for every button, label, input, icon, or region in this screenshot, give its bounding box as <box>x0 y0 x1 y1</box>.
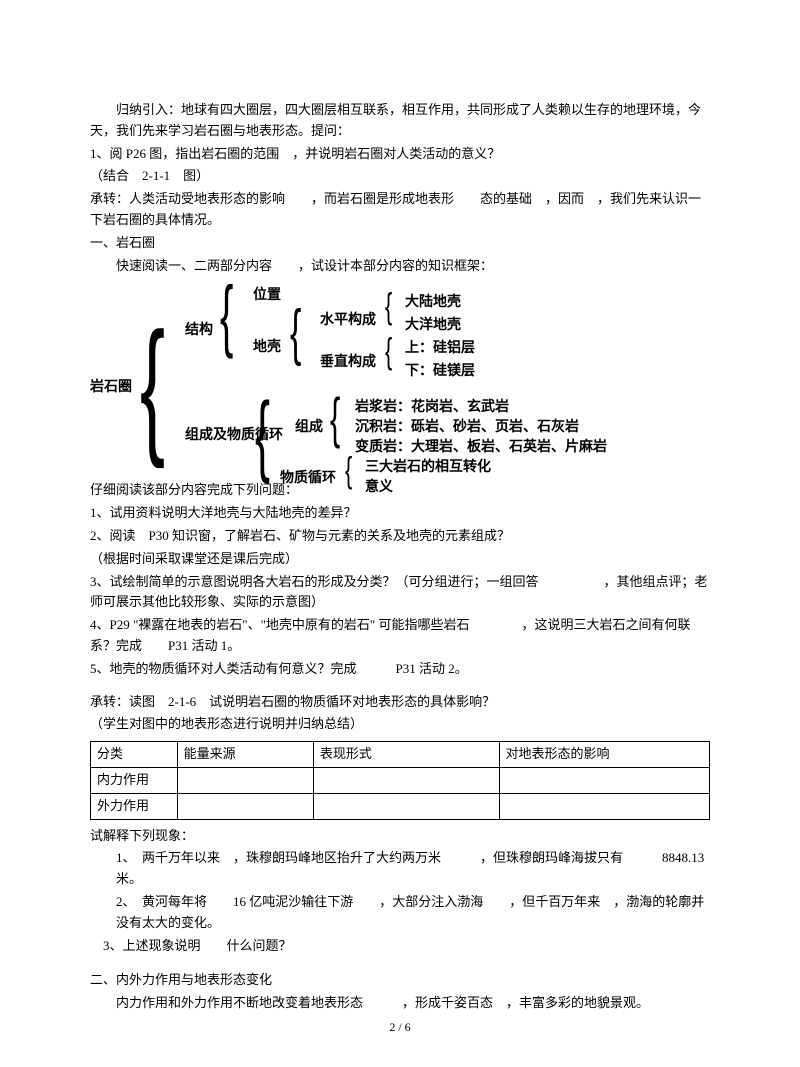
table-row: 内力作用 <box>91 767 710 793</box>
phenomena-1: 1、 两千万年以来 ，珠穆朗玛峰地区抬升了大约两万米 ，但珠穆朗玛峰海拔只有 8… <box>116 848 710 890</box>
intro-line2: 快速阅读一、二两部分内容 ，试设计本部分内容的知识框架： <box>90 256 710 277</box>
cell <box>499 767 709 793</box>
th-form: 表现形式 <box>313 742 499 768</box>
cell <box>177 767 313 793</box>
node-a1-1: 位置 <box>253 283 281 305</box>
concept-diagram: 岩石圈 { 结构 { 位置 地壳 { 水平构成 { 大陆地壳 大洋地壳 垂直构成… <box>90 280 710 490</box>
cell <box>499 793 709 819</box>
cell <box>177 793 313 819</box>
section2-line1: 内力作用和外力作用不断地改变着地表形态 ，形成千姿百态 ，丰富多彩的地貌景观。 <box>90 993 710 1014</box>
phenomena-intro: 试解释下列现象： <box>90 826 710 847</box>
brace-icon: { <box>330 390 340 446</box>
section2-heading: 二、内外力作用与地表形态变化 <box>90 970 710 991</box>
node-a1-2-2-1: 上：硅铝层 <box>405 336 475 358</box>
node-a2: 组成及物质循环 <box>185 425 255 443</box>
cell-internal: 内力作用 <box>91 767 178 793</box>
node-a2-2: 物质循环 <box>280 466 336 488</box>
node-root: 岩石圈 <box>90 375 132 397</box>
intro-line1: 归纳引入：地球有四大圈层，四大圈层相互联系，相互作用，共同形成了人类赖以生存的地… <box>90 100 710 142</box>
brace-icon: { <box>290 302 301 364</box>
cell-external: 外力作用 <box>91 793 178 819</box>
th-energy: 能量来源 <box>177 742 313 768</box>
th-category: 分类 <box>91 742 178 768</box>
mid-q3: 3、试绘制简单的示意图说明各大岩石的形成及分类？（可分组进行；一组回答 ，其他组… <box>90 572 710 614</box>
cell <box>313 793 499 819</box>
brace-icon: { <box>140 310 165 460</box>
mid-q5: 5、地壳的物质循环对人类活动有何意义？完成 P31 活动 2。 <box>90 659 710 680</box>
node-a2-2-2: 意义 <box>365 475 393 497</box>
node-a2-1: 组成 <box>295 415 323 437</box>
node-a1-2-2-2: 下：硅镁层 <box>405 359 475 381</box>
brace-icon: { <box>385 333 392 369</box>
note1: （结合 2-1-1 图） <box>90 166 710 187</box>
node-a1-2-2: 垂直构成 <box>320 350 376 372</box>
mid-q4: 4、P29 "裸露在地表的岩石"、"地壳中原有的岩石" 可能指哪些岩石 ，这说明… <box>90 615 710 657</box>
table-row: 分类 能量来源 表现形式 对地表形态的影响 <box>91 742 710 768</box>
th-effect: 对地表形态的影响 <box>499 742 709 768</box>
node-a1-2-1-2: 大洋地壳 <box>405 313 461 335</box>
force-table: 分类 能量来源 表现形式 对地表形态的影响 内力作用 外力作用 <box>90 741 710 819</box>
phenomena-2: 2、 黄河每年将 16 亿吨泥沙输往下游 ，大部分注入渤海 ，但千百万年来 ，渤… <box>116 892 710 934</box>
brace-icon: { <box>255 390 270 480</box>
cell <box>313 767 499 793</box>
node-a1-2: 地壳 <box>253 335 281 357</box>
mid-q2: 2、阅读 P30 知识窗，了解岩石、矿物与元素的关系及地壳的元素组成？ <box>90 526 710 547</box>
page: 归纳引入：地球有四大圈层，四大圈层相互联系，相互作用，共同形成了人类赖以生存的地… <box>0 0 800 1067</box>
heading1: 一、岩石圈 <box>90 233 710 254</box>
mid-q2note: （根据时间采取课堂还是课后完成） <box>90 549 710 570</box>
node-a1-2-1-1: 大陆地壳 <box>405 290 461 312</box>
page-number: 2 / 6 <box>0 1018 800 1037</box>
brace-icon: { <box>385 288 392 324</box>
table-row: 外力作用 <box>91 793 710 819</box>
phenomena-3: 3、上述现象说明 什么问题？ <box>90 936 710 957</box>
q1: 1、阅 P26 图，指出岩石圈的范围 ，并说明岩石圈对人类活动的意义？ <box>90 144 710 165</box>
chengzhuan2: 承转：读图 2-1-6 试说明岩石圈的物质循环对地表形态的具体影响？ <box>90 692 710 713</box>
node-a1: 结构 <box>185 318 213 340</box>
mid-q1: 1、试用资料说明大洋地壳与大陆地壳的差异？ <box>90 503 710 524</box>
brace-icon: { <box>345 452 352 488</box>
node-a1-2-1: 水平构成 <box>320 308 376 330</box>
chengzhuan1: 承转：人类活动受地表形态的影响 ，而岩石圈是形成地表形 态的基础 ，因而 ，我们… <box>90 189 710 231</box>
mid-note: （学生对图中的地表形态进行说明并归纳总结） <box>90 714 710 735</box>
brace-icon: { <box>220 275 233 355</box>
